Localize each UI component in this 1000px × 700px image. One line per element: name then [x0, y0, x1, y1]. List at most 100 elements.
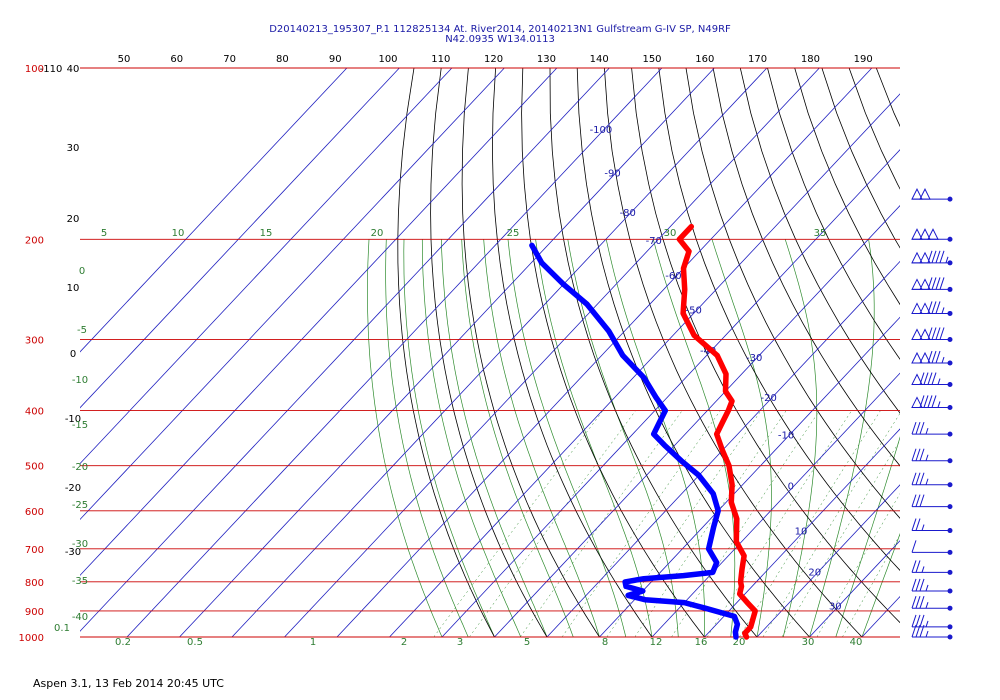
- top-axis-label: 170: [748, 54, 767, 65]
- top-axis-label: 190: [854, 54, 873, 65]
- wind-barb: [911, 188, 953, 202]
- isotherm-label: 0: [788, 481, 794, 492]
- mixing-ratio-label: 3: [457, 637, 463, 648]
- wind-barbs: [911, 188, 953, 640]
- isotherm-line: [80, 68, 400, 409]
- mixing-ratio-line: [469, 410, 636, 638]
- top-axis-label: 180: [801, 54, 820, 65]
- isotherm-label: -10: [778, 431, 794, 442]
- pressure-tick-label: 800: [25, 578, 44, 589]
- chart-title: D20140213_195307_P.1 112825134 At. River…: [269, 24, 731, 35]
- wind-barb: [911, 614, 953, 630]
- top-axis-label: 90: [329, 54, 342, 65]
- dry-adiabat-label: 30: [67, 143, 80, 154]
- top-axis-label: 160: [695, 54, 714, 65]
- wind-barb: [911, 518, 953, 534]
- wind-barb: [911, 327, 953, 342]
- moist-adiabat-line: [461, 239, 574, 638]
- top-axis-label: 130: [537, 54, 556, 65]
- wind-barb: [911, 494, 953, 510]
- isotherm-label: 20: [808, 568, 821, 579]
- dry-adiabat-label: -110: [40, 64, 63, 75]
- top-axis-label: 60: [170, 54, 183, 65]
- isotherm-line: [284, 68, 820, 638]
- isotherm-line: [494, 205, 900, 638]
- wind-barb: [911, 560, 953, 575]
- wind-barb: [911, 448, 953, 464]
- dry-adiabat-label: 10: [67, 283, 80, 294]
- isotherm-label: -30: [746, 353, 762, 364]
- isotherm-line: [80, 68, 558, 576]
- moist-left-label: -30: [72, 539, 88, 550]
- top-axis-label: 80: [276, 54, 289, 65]
- moist-left-label: -40: [72, 612, 88, 623]
- moist-adiabat-line: [835, 436, 900, 638]
- wind-barb: [911, 578, 953, 594]
- mixing-ratio-label: 0.2: [115, 637, 131, 648]
- isotherm-line: [389, 93, 900, 638]
- isotherm-label: -90: [604, 168, 620, 179]
- dry-adiabat-line: [821, 68, 900, 249]
- dry-adiabat-label: -30: [65, 547, 81, 558]
- sounding-profiles: [529, 223, 758, 640]
- pressure-tick-label: 500: [25, 462, 44, 473]
- dry-adiabat-line: [985, 68, 1000, 637]
- isotherm-line: [179, 68, 715, 638]
- moist-left-label: 0: [79, 266, 85, 277]
- dry-adiabat-label: -10: [65, 414, 81, 425]
- background-grid: [80, 68, 1000, 638]
- isotherms: [80, 68, 1000, 638]
- dry-adiabat-line: [461, 68, 600, 638]
- dry-adiabat-line: [931, 68, 1000, 637]
- moist-adiabat-label: 25: [507, 228, 520, 239]
- isotherm-line: [336, 68, 873, 638]
- dry-adiabat-line: [430, 68, 548, 638]
- dry-adiabat-line: [576, 68, 810, 638]
- dry-adiabat-line: [658, 68, 900, 571]
- isotherm-line: [80, 68, 505, 521]
- dry-adiabat-line: [794, 68, 900, 306]
- mixing-ratio-label: 40: [850, 637, 863, 648]
- dry-adiabat-line: [767, 68, 900, 360]
- mixing-ratio-label: 12: [650, 637, 663, 648]
- wind-barb: [911, 624, 953, 640]
- isotherm-line: [651, 372, 900, 638]
- mixing-ratio-line: [842, 534, 900, 638]
- wind-barb: [911, 395, 953, 410]
- isotherm-label: -40: [700, 346, 716, 357]
- moist-adiabat-line: [441, 239, 548, 638]
- mixing-ratio-lines: [433, 410, 900, 638]
- moist-adiabat-line: [403, 239, 495, 638]
- isotherm-label: -80: [620, 208, 636, 219]
- dry-adiabat-line: [549, 68, 758, 638]
- moist-adiabat-line: [861, 533, 900, 638]
- mixing-ratio-label: 0.5: [187, 637, 203, 648]
- isotherm-line: [756, 484, 900, 638]
- dry-adiabat-line: [712, 68, 900, 467]
- isotherm-line: [809, 540, 900, 638]
- top-axis-label: 70: [223, 54, 236, 65]
- isotherm-line: [967, 68, 1000, 637]
- dry-adiabat-label: 40: [67, 64, 80, 75]
- moist-adiabat-label: 30: [664, 228, 677, 239]
- moist-left-label: -10: [72, 375, 88, 386]
- dry-adiabat-label: 0: [70, 349, 76, 360]
- dry-adiabat-line: [739, 68, 900, 414]
- moist-adiabat-line: [507, 239, 627, 638]
- moist-left-label: -20: [72, 462, 88, 473]
- dry-adiabat-label: -20: [65, 483, 81, 494]
- moist-left-label: -15: [72, 420, 88, 431]
- moist-adiabat-line: [535, 239, 653, 638]
- isotherm-line: [80, 68, 348, 353]
- isotherm-label: -50: [685, 305, 701, 316]
- mixing-ratio-label: 1: [310, 637, 316, 648]
- isotherm-line: [441, 149, 900, 638]
- dry-adiabat-line: [397, 68, 495, 638]
- isobars: [80, 67, 900, 638]
- dry-adiabats: [397, 68, 1000, 638]
- isotherm-line: [126, 68, 663, 638]
- dewpoint-profile-line: [529, 242, 741, 640]
- top-axis-label: 140: [590, 54, 609, 65]
